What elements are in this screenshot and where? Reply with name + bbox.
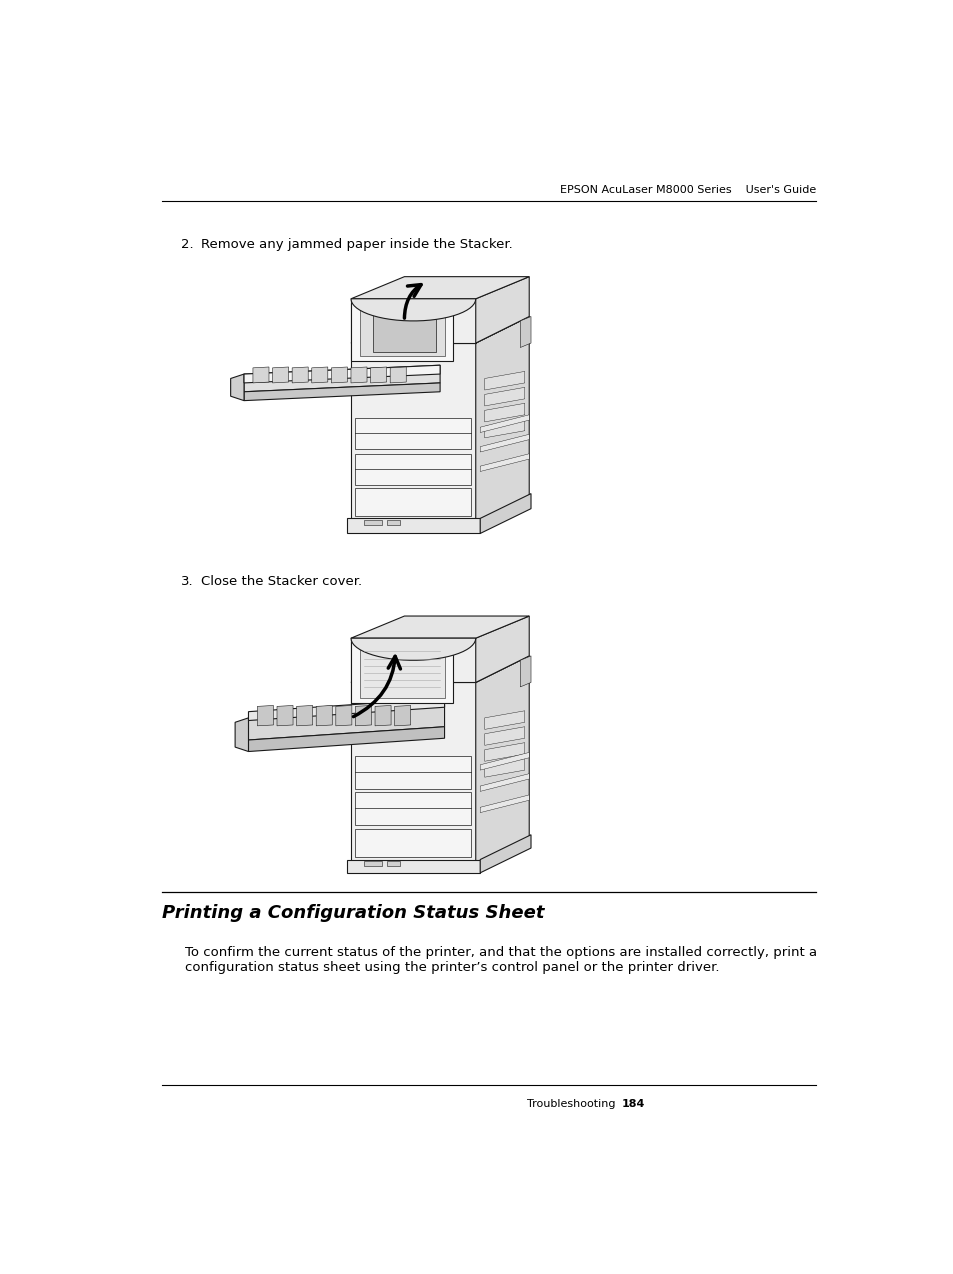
Polygon shape	[479, 415, 529, 432]
Polygon shape	[476, 617, 529, 683]
Polygon shape	[315, 706, 332, 726]
Polygon shape	[484, 711, 524, 730]
Polygon shape	[248, 726, 444, 752]
Polygon shape	[244, 383, 439, 400]
Polygon shape	[479, 773, 529, 791]
Polygon shape	[355, 706, 371, 726]
Polygon shape	[484, 419, 524, 438]
Text: 184: 184	[620, 1099, 644, 1108]
Polygon shape	[364, 520, 382, 525]
Polygon shape	[351, 656, 529, 683]
Polygon shape	[335, 706, 352, 726]
Polygon shape	[296, 706, 313, 726]
Polygon shape	[370, 367, 386, 383]
Polygon shape	[484, 758, 524, 777]
Polygon shape	[359, 645, 444, 698]
Polygon shape	[484, 372, 524, 390]
Polygon shape	[273, 367, 289, 383]
Polygon shape	[355, 488, 471, 516]
Polygon shape	[257, 706, 274, 726]
Polygon shape	[231, 375, 244, 400]
Polygon shape	[351, 641, 453, 703]
Polygon shape	[359, 307, 444, 357]
Polygon shape	[351, 303, 453, 361]
Polygon shape	[351, 299, 476, 321]
Polygon shape	[476, 316, 529, 529]
Polygon shape	[331, 367, 347, 383]
Polygon shape	[386, 861, 399, 866]
Text: To confirm the current status of the printer, and that the options are installed: To confirm the current status of the pri…	[185, 947, 817, 959]
Polygon shape	[351, 367, 367, 383]
Text: Close the Stacker cover.: Close the Stacker cover.	[200, 575, 361, 587]
Polygon shape	[479, 493, 531, 534]
Polygon shape	[351, 638, 476, 683]
Polygon shape	[244, 366, 439, 383]
Polygon shape	[519, 316, 531, 348]
Polygon shape	[351, 299, 476, 343]
Polygon shape	[276, 706, 293, 726]
Polygon shape	[373, 306, 436, 352]
Polygon shape	[484, 387, 524, 406]
Polygon shape	[519, 656, 531, 687]
Text: configuration status sheet using the printer’s control panel or the printer driv: configuration status sheet using the pri…	[185, 962, 719, 975]
Text: Troubleshooting: Troubleshooting	[526, 1099, 615, 1108]
Polygon shape	[484, 726, 524, 745]
Polygon shape	[386, 520, 399, 525]
Polygon shape	[364, 861, 382, 866]
Polygon shape	[351, 316, 529, 343]
Polygon shape	[253, 367, 269, 383]
Polygon shape	[248, 705, 444, 740]
Polygon shape	[292, 367, 308, 383]
Polygon shape	[390, 367, 406, 383]
Polygon shape	[476, 656, 529, 869]
Text: Remove any jammed paper inside the Stacker.: Remove any jammed paper inside the Stack…	[200, 237, 512, 251]
Polygon shape	[351, 276, 529, 299]
Polygon shape	[248, 698, 444, 721]
Polygon shape	[355, 828, 471, 857]
Polygon shape	[479, 434, 529, 452]
Text: EPSON AcuLaser M8000 Series    User's Guide: EPSON AcuLaser M8000 Series User's Guide	[559, 185, 815, 195]
Polygon shape	[479, 795, 529, 813]
Polygon shape	[479, 834, 531, 873]
Text: 2.: 2.	[181, 237, 193, 251]
Polygon shape	[479, 753, 529, 769]
Polygon shape	[395, 706, 410, 726]
Polygon shape	[476, 276, 529, 343]
Polygon shape	[346, 519, 479, 534]
Polygon shape	[351, 343, 476, 529]
Polygon shape	[351, 683, 476, 869]
Polygon shape	[479, 454, 529, 471]
Polygon shape	[355, 792, 471, 826]
Polygon shape	[351, 638, 476, 660]
Polygon shape	[346, 860, 479, 873]
Polygon shape	[312, 367, 328, 383]
Polygon shape	[351, 617, 529, 638]
Polygon shape	[234, 717, 248, 752]
Polygon shape	[355, 755, 471, 789]
Polygon shape	[244, 366, 439, 392]
Polygon shape	[375, 706, 391, 726]
Polygon shape	[355, 418, 471, 450]
Polygon shape	[484, 743, 524, 762]
Text: 3.: 3.	[181, 575, 193, 587]
Polygon shape	[484, 404, 524, 422]
Polygon shape	[355, 454, 471, 484]
Text: Printing a Configuration Status Sheet: Printing a Configuration Status Sheet	[162, 903, 544, 921]
